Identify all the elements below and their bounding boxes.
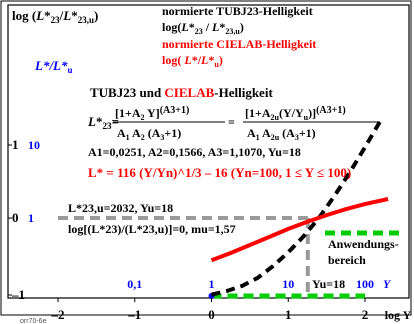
series-group — [210, 119, 389, 297]
y-tick-label: –1 — [11, 287, 25, 302]
plot-frame — [7, 4, 410, 299]
note-l23u: L*23,u=2032, Yu=18 — [68, 201, 173, 215]
x-tick-label: –2 — [51, 307, 65, 322]
x-tick-label: 2 — [362, 307, 369, 322]
anwendungsbereich-line-2: bereich — [328, 253, 366, 267]
y-secondary-label: L*/L*u — [34, 58, 73, 75]
x-secondary-tick-label: 1 — [209, 277, 215, 291]
footer-code: orr70-6e — [20, 318, 47, 324]
y-tick-labels: –1 0 1 — [8, 137, 25, 302]
legend-line-1: normierte TUBJ23-Helligkeit — [162, 4, 313, 18]
y-secondary-ticks: 10 1 — [28, 138, 40, 225]
cielab-formula: L* = 116 (Y/Yn)^1/3 – 16 (Yn=100, 1 ≤ Y … — [88, 165, 351, 180]
l23-formula: L*23= [1+A2 Y](A3+1) A1 A2 (A3+1) = [1+A… — [87, 105, 380, 142]
svg-text:=: = — [228, 115, 235, 129]
x-tick-label: 1 — [285, 307, 292, 322]
svg-text:[1+A2u(Y/Yu)](A3+1): [1+A2u(Y/Yu)](A3+1) — [245, 105, 346, 122]
anwendungsbereich-line-1: Anwendungs- — [328, 237, 399, 251]
x-tick-label: 0 — [208, 307, 215, 322]
y-axis-label: log (L*23/L*23,u) — [12, 8, 98, 25]
formula-heading: TUBJ23 und CIELAB-Helligkeit — [90, 85, 273, 100]
x-secondary-ticks: 0,1 1 10 100 Y Yu=18 — [127, 277, 392, 291]
svg-text:A1 A2 (A3+1): A1 A2 (A3+1) — [117, 126, 181, 142]
y-tick-label: 0 — [12, 210, 19, 225]
legend-line-3: normierte CIELAB-Helligkeit — [162, 37, 316, 51]
y-secondary-tick-label: 1 — [28, 211, 34, 225]
reference-lines — [58, 216, 310, 295]
legend-line-2: log(L*23 / L*23,u) — [162, 20, 244, 36]
series-line-1 — [210, 197, 389, 263]
constants-line: A1=0,0251, A2=0,1566, A3=1,1070, Yu=18 — [88, 145, 301, 159]
x-tick-labels: –2 –1 0 1 2 log Y — [51, 298, 412, 322]
yu-marker-label: Yu=18 — [312, 277, 345, 291]
x-secondary-tick-label: 0,1 — [127, 277, 142, 291]
x-secondary-tick-label: 100 — [356, 277, 374, 291]
svg-text:A1 A2u (A3+1): A1 A2u (A3+1) — [247, 126, 316, 142]
outer-frame — [0, 0, 412, 316]
x-tick-label: –1 — [127, 307, 141, 322]
x-secondary-unit: Y — [383, 277, 392, 291]
note-log: log[(L*23)/(L*23,u)]=0, mu=1,57 — [68, 222, 236, 236]
legend-line-4: log( L*/L*u) — [162, 53, 223, 69]
x-axis-label: log Y — [385, 308, 412, 322]
y-tick-label: 1 — [12, 137, 19, 152]
x-secondary-tick-label: 10 — [282, 277, 294, 291]
svg-text:[1+A2 Y](A3+1): [1+A2 Y](A3+1) — [115, 105, 189, 122]
y-secondary-tick-label: 10 — [28, 138, 40, 152]
